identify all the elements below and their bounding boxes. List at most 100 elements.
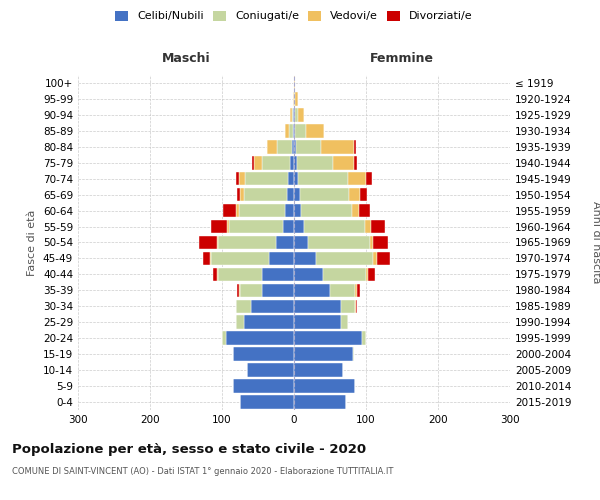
Bar [254, 156, 262, 170]
Bar [306, 124, 324, 138]
Bar [294, 316, 341, 329]
Bar [301, 204, 352, 218]
Bar [293, 124, 294, 138]
Bar [330, 284, 355, 297]
Bar [294, 140, 296, 153]
Bar [300, 188, 349, 202]
Bar [359, 188, 367, 202]
Bar [348, 172, 366, 186]
Bar [199, 236, 217, 250]
Bar [355, 156, 356, 170]
Bar [353, 348, 355, 361]
Bar [252, 156, 254, 170]
Bar [298, 108, 304, 122]
Bar [223, 204, 236, 218]
Bar [294, 204, 301, 218]
Bar [333, 156, 355, 170]
Bar [294, 92, 295, 106]
Text: COMUNE DI SAINT-VINCENT (AO) - Dati ISTAT 1° gennaio 2020 - Elaborazione TUTTITA: COMUNE DI SAINT-VINCENT (AO) - Dati ISTA… [12, 468, 394, 476]
Bar [233, 348, 294, 361]
Bar [366, 268, 368, 281]
Bar [218, 236, 276, 250]
Bar [211, 252, 269, 265]
Bar [247, 364, 294, 377]
Bar [289, 124, 293, 138]
Bar [244, 316, 294, 329]
Bar [283, 220, 294, 234]
Bar [294, 236, 308, 250]
Bar [236, 204, 239, 218]
Bar [371, 220, 385, 234]
Bar [237, 284, 239, 297]
Bar [322, 140, 354, 153]
Bar [292, 108, 293, 122]
Bar [377, 252, 390, 265]
Bar [368, 268, 376, 281]
Bar [236, 316, 244, 329]
Bar [370, 236, 373, 250]
Bar [365, 220, 371, 234]
Bar [229, 220, 283, 234]
Bar [294, 252, 316, 265]
Y-axis label: Fasce di età: Fasce di età [28, 210, 37, 276]
Bar [290, 156, 294, 170]
Bar [226, 332, 294, 345]
Bar [355, 284, 356, 297]
Bar [286, 124, 289, 138]
Bar [373, 252, 377, 265]
Bar [236, 300, 251, 313]
Bar [294, 188, 300, 202]
Bar [323, 268, 366, 281]
Bar [262, 284, 294, 297]
Bar [359, 204, 370, 218]
Bar [294, 156, 297, 170]
Bar [217, 268, 218, 281]
Bar [293, 108, 294, 122]
Bar [294, 220, 304, 234]
Bar [210, 252, 211, 265]
Bar [308, 236, 370, 250]
Bar [294, 268, 323, 281]
Bar [244, 188, 287, 202]
Bar [294, 348, 353, 361]
Bar [294, 172, 298, 186]
Bar [262, 156, 290, 170]
Bar [294, 124, 295, 138]
Bar [240, 284, 262, 297]
Bar [276, 236, 294, 250]
Bar [277, 140, 292, 153]
Bar [236, 172, 239, 186]
Bar [240, 395, 294, 409]
Bar [295, 124, 306, 138]
Bar [349, 188, 359, 202]
Bar [203, 252, 210, 265]
Bar [295, 108, 298, 122]
Bar [269, 252, 294, 265]
Bar [233, 380, 294, 393]
Bar [217, 236, 218, 250]
Bar [227, 220, 229, 234]
Bar [316, 252, 373, 265]
Bar [237, 188, 240, 202]
Bar [218, 268, 262, 281]
Bar [294, 380, 355, 393]
Bar [354, 140, 356, 153]
Bar [286, 204, 294, 218]
Bar [356, 284, 360, 297]
Bar [239, 284, 240, 297]
Bar [352, 204, 359, 218]
Bar [245, 172, 288, 186]
Bar [295, 92, 298, 106]
Bar [373, 236, 388, 250]
Bar [290, 108, 292, 122]
Bar [292, 140, 294, 153]
Bar [214, 268, 217, 281]
Bar [304, 220, 365, 234]
Bar [240, 188, 244, 202]
Bar [251, 300, 294, 313]
Bar [296, 140, 322, 153]
Bar [298, 172, 348, 186]
Bar [355, 300, 356, 313]
Bar [294, 108, 295, 122]
Bar [341, 316, 348, 329]
